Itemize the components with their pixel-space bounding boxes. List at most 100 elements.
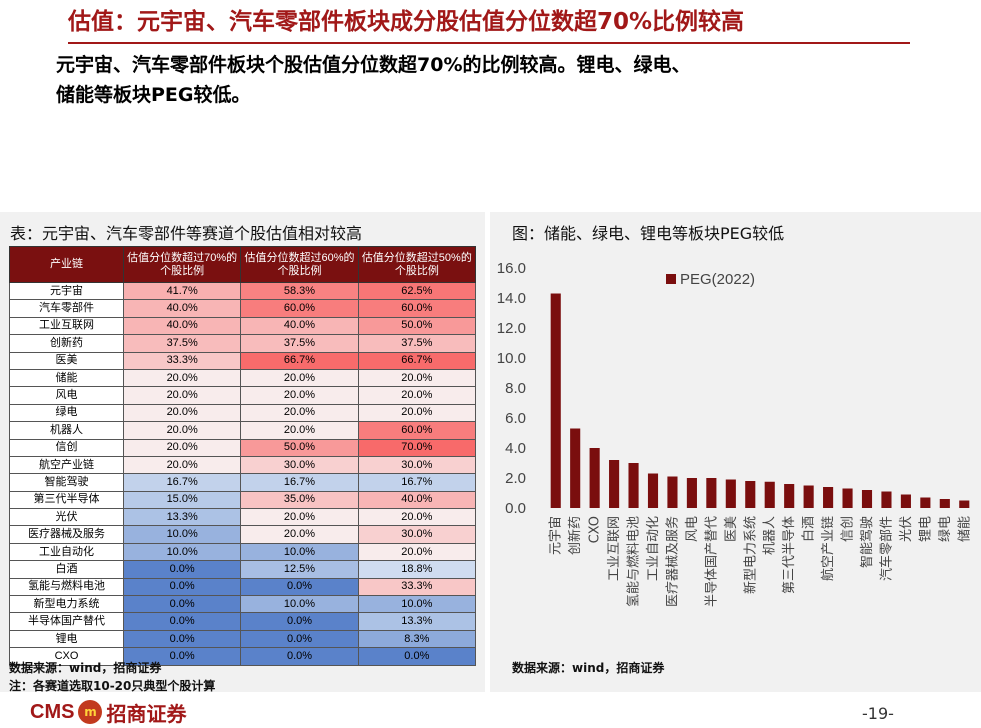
industry-cell: 白酒 xyxy=(9,560,124,579)
table-row: 锂电 0.0% 0.0% 8.3% xyxy=(9,629,477,649)
table-row: 创新药 37.5% 37.5% 37.5% xyxy=(9,334,477,353)
category-label: 医美 xyxy=(724,516,739,542)
percent-cell: 0.0% xyxy=(122,577,242,597)
percent-cell: 66.7% xyxy=(240,351,359,370)
percent-cell: 30.0% xyxy=(357,525,477,544)
percent-cell: 0.0% xyxy=(122,629,242,649)
percent-cell: 20.0% xyxy=(240,508,359,527)
table-row: 工业自动化 10.0% 10.0% 20.0% xyxy=(9,542,477,562)
percent-cell: 30.0% xyxy=(357,455,477,475)
header-industry: 产业链 xyxy=(9,246,124,283)
category-label: 储能 xyxy=(957,516,972,542)
percent-cell: 13.3% xyxy=(122,508,242,527)
percent-cell: 60.0% xyxy=(357,299,477,318)
table-row: 医疗器械及服务 10.0% 20.0% 30.0% xyxy=(9,525,477,544)
percent-cell: 10.0% xyxy=(122,525,242,544)
table-row: 医美 33.3% 66.7% 66.7% xyxy=(9,351,477,370)
table-row: 信创 20.0% 50.0% 70.0% xyxy=(9,438,477,457)
percent-cell: 13.3% xyxy=(357,612,477,631)
peg-bar xyxy=(784,484,795,508)
peg-bar xyxy=(745,481,756,508)
y-tick-label: 12.0 xyxy=(497,320,526,337)
percent-cell: 35.0% xyxy=(240,490,359,510)
industry-cell: 工业自动化 xyxy=(9,542,124,562)
percent-cell: 0.0% xyxy=(122,612,242,631)
category-label: 医疗器械及服务 xyxy=(664,516,680,607)
industry-cell: 医美 xyxy=(9,351,124,370)
industry-cell: 元宇宙 xyxy=(9,281,124,301)
lead-line-1: 元宇宙、汽车零部件板块个股估值分位数超70%的比例较高。锂电、绿电、 xyxy=(56,54,691,76)
peg-bar xyxy=(570,428,581,508)
category-label: 汽车零部件 xyxy=(878,516,894,581)
percent-cell: 40.0% xyxy=(240,316,359,336)
category-label: 创新药 xyxy=(567,516,583,555)
percent-cell: 0.0% xyxy=(240,612,359,631)
industry-cell: 氢能与燃料电池 xyxy=(9,577,124,597)
company-logo: CMS m 招商证券 xyxy=(30,698,186,726)
logo-cn-text: 招商证券 xyxy=(106,703,187,726)
slide-title: 估值：元宇宙、汽车零部件板块成分股估值分位数超70%比例较高 xyxy=(68,9,745,35)
percent-cell: 40.0% xyxy=(122,299,242,318)
industry-cell: 风电 xyxy=(9,386,124,405)
industry-cell: 第三代半导体 xyxy=(9,490,124,510)
percent-cell: 12.5% xyxy=(240,560,359,579)
percent-cell: 70.0% xyxy=(357,438,477,457)
percent-cell: 18.8% xyxy=(357,560,477,579)
table-body: 元宇宙 41.7% 58.3% 62.5% 汽车零部件 40.0% 60.0% 60.0% 工业… xyxy=(9,281,477,666)
category-label: 新型电力系统 xyxy=(742,516,758,594)
peg-bar xyxy=(842,488,853,508)
table-header-row: 产业链 估值分位数超过70%的个股比例 估值分位数超过60%的个股比例 估值分位… xyxy=(9,246,477,283)
category-label: 锂电 xyxy=(918,516,933,542)
percent-cell: 62.5% xyxy=(357,281,477,301)
industry-cell: 新型电力系统 xyxy=(9,595,124,614)
percent-cell: 20.0% xyxy=(357,508,477,527)
table-row: 航空产业链 20.0% 30.0% 30.0% xyxy=(9,455,477,475)
table-row: 机器人 20.0% 20.0% 60.0% xyxy=(9,421,477,440)
percent-cell: 33.3% xyxy=(357,577,477,597)
peg-bar xyxy=(764,481,775,508)
table-caption: 表：元宇宙、汽车零部件等赛道个股估值相对较高 xyxy=(10,224,363,243)
industry-cell: 机器人 xyxy=(9,421,124,440)
category-label: 信创 xyxy=(841,516,856,542)
percent-cell: 20.0% xyxy=(122,368,242,388)
percent-cell: 10.0% xyxy=(122,542,242,562)
industry-cell: 航空产业链 xyxy=(9,455,124,475)
peg-bar xyxy=(686,478,697,508)
percent-cell: 40.0% xyxy=(122,316,242,336)
chart-caption: 图：储能、绿电、锂电等板块PEG较低 xyxy=(512,224,785,243)
category-label: 氢能与燃料电池 xyxy=(626,516,642,607)
peg-bar xyxy=(647,473,659,508)
industry-cell: 医疗器械及服务 xyxy=(9,525,124,544)
header-pct-70: 估值分位数超过70%的个股比例 xyxy=(122,246,242,283)
percent-cell: 20.0% xyxy=(240,368,359,388)
category-label: 风电 xyxy=(685,516,700,542)
percent-cell: 60.0% xyxy=(357,421,477,440)
category-label: 机器人 xyxy=(763,516,778,555)
industry-cell: 汽车零部件 xyxy=(9,299,124,318)
percent-cell: 50.0% xyxy=(357,316,477,336)
valuation-table: 产业链 估值分位数超过70%的个股比例 估值分位数超过60%的个股比例 估值分位… xyxy=(9,246,477,666)
industry-cell: 储能 xyxy=(9,368,124,388)
category-label: 元宇宙 xyxy=(549,516,564,555)
industry-cell: 半导体国产替代 xyxy=(9,612,124,631)
industry-cell: 创新药 xyxy=(9,334,124,353)
percent-cell: 20.0% xyxy=(122,403,242,423)
peg-bar xyxy=(900,494,911,508)
chart-source: 数据来源：wind，招商证券 xyxy=(512,661,665,675)
peg-bar xyxy=(725,479,736,508)
table-row: 半导体国产替代 0.0% 0.0% 13.3% xyxy=(9,612,477,631)
percent-cell: 0.0% xyxy=(240,647,359,666)
percent-cell: 0.0% xyxy=(357,647,477,666)
category-label: CXO xyxy=(588,516,603,543)
percent-cell: 37.5% xyxy=(357,334,477,353)
peg-bar xyxy=(609,460,620,508)
percent-cell: 16.7% xyxy=(122,473,242,492)
category-label: 半导体国产替代 xyxy=(704,516,719,607)
table-row: 工业互联网 40.0% 40.0% 50.0% xyxy=(9,316,477,336)
y-tick-label: 16.0 xyxy=(497,260,526,277)
y-tick-label: 0.0 xyxy=(505,500,526,517)
industry-cell: 工业互联网 xyxy=(9,316,124,336)
percent-cell: 20.0% xyxy=(240,386,359,405)
percent-cell: 20.0% xyxy=(122,386,242,405)
percent-cell: 16.7% xyxy=(357,473,477,492)
